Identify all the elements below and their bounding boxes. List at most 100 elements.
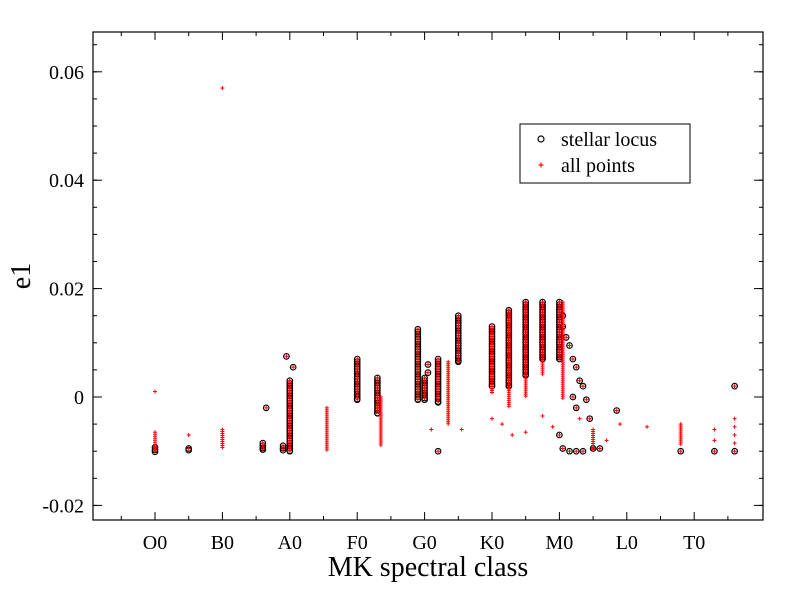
all-points-point — [284, 354, 289, 359]
all-points-point — [220, 86, 225, 91]
all-points-point — [560, 313, 565, 318]
stellar-locus-point — [262, 404, 270, 412]
all-points-point — [260, 447, 265, 452]
all-points-point — [153, 448, 157, 453]
all-points-point — [645, 424, 650, 429]
stellar-locus-point — [434, 447, 442, 455]
all-points-point — [375, 410, 380, 415]
stellar-locus-point — [424, 361, 432, 368]
all-points-point — [425, 370, 430, 375]
all-points-point — [597, 446, 602, 451]
all-points-point — [291, 365, 296, 370]
x-tick-label: F0 — [347, 532, 368, 554]
all-points-point — [587, 416, 592, 421]
stellar-locus-point — [731, 447, 738, 455]
stellar-locus-point — [566, 342, 573, 349]
legend-marker-stellar-locus — [537, 135, 545, 143]
x-tick-label: A0 — [278, 532, 302, 554]
all-points-point — [712, 449, 717, 454]
all-points-point — [422, 396, 427, 401]
y-tick-label: 0.02 — [49, 279, 84, 301]
data-layer — [151, 86, 738, 456]
all-points-point — [490, 416, 494, 421]
stellar-locus-point — [579, 382, 587, 390]
all-points-point — [732, 424, 737, 429]
all-points-point — [614, 408, 619, 413]
all-points-point — [557, 432, 562, 437]
all-points-point — [567, 343, 572, 348]
all-points-point — [186, 432, 191, 437]
legend-marker-all-points — [538, 162, 544, 168]
all-points-point — [577, 416, 582, 421]
all-points-point — [557, 356, 562, 361]
all-points-point — [580, 449, 585, 454]
all-points-point — [378, 443, 383, 447]
all-points-point — [574, 405, 579, 410]
all-points-point — [574, 449, 579, 454]
plot-frame — [92, 31, 764, 521]
all-points-point — [732, 449, 737, 454]
all-points-point — [580, 384, 585, 389]
all-points-point — [429, 427, 434, 432]
all-points-point — [456, 359, 461, 364]
all-points-point — [604, 438, 609, 443]
x-tick-label: L0 — [616, 532, 638, 554]
all-points-point — [732, 432, 737, 437]
all-points-point — [570, 395, 575, 399]
all-points-point — [712, 427, 717, 432]
stellar-locus-point — [583, 396, 590, 404]
all-points-point — [281, 447, 286, 452]
all-points-point — [510, 432, 515, 437]
all-points-point — [570, 357, 575, 362]
x-axis-title: MK spectral class — [328, 552, 529, 583]
y-tick-label: 0.04 — [49, 170, 84, 192]
stellar-locus-point — [586, 415, 594, 423]
y-tick-label: 0 — [74, 387, 84, 409]
stellar-locus-point — [556, 431, 563, 439]
all-points-point — [287, 448, 292, 453]
stellar-locus-point — [572, 447, 580, 455]
all-points-point — [523, 430, 528, 435]
all-points-point — [591, 446, 596, 451]
stellar-locus-point — [283, 353, 290, 360]
all-points-point — [540, 372, 545, 377]
all-points-point — [574, 365, 579, 370]
legend-box — [519, 123, 691, 184]
stellar-locus-point — [576, 377, 583, 385]
stellar-locus-point — [711, 447, 718, 455]
all-points-point — [506, 404, 511, 409]
all-points-point — [732, 441, 737, 446]
stellar-locus-point — [559, 445, 567, 452]
all-points-point — [560, 324, 565, 329]
stellar-locus-point — [677, 447, 685, 455]
y-tick-label: 0.06 — [49, 62, 84, 84]
legend-label-all-points: all points — [561, 155, 635, 177]
all-points-point — [560, 396, 565, 401]
x-tick-label: M0 — [546, 532, 574, 554]
stellar-locus-point — [596, 445, 604, 452]
axis-ticks: O0 B0 A0 F0 G0 K0 M0 L0 T0 -0.02 0 0.02 0.04 0.06 — [42, 32, 763, 554]
y-axis-title: e1 — [6, 263, 37, 289]
all-points-point — [567, 449, 572, 454]
stellar-locus-point — [572, 404, 580, 412]
stellar-locus-point — [569, 393, 577, 401]
all-points-point — [540, 413, 545, 418]
stellar-locus-point — [424, 369, 432, 376]
stellar-locus-point — [579, 447, 587, 455]
all-points-point — [618, 422, 623, 427]
all-points-point — [678, 449, 683, 454]
all-points-point — [415, 397, 420, 402]
stellar-locus-point — [731, 382, 738, 390]
x-tick-label: T0 — [683, 532, 705, 554]
all-points-point — [584, 397, 589, 402]
all-points-point — [550, 424, 555, 429]
stellar-locus-point — [562, 334, 570, 341]
all-points-point — [712, 438, 717, 443]
stellar-locus-point — [569, 355, 577, 363]
stellar-locus-point — [566, 447, 573, 455]
x-tick-label: K0 — [480, 532, 504, 554]
all-points-point — [446, 421, 451, 426]
all-points-point — [500, 422, 505, 427]
all-points-point — [490, 390, 494, 395]
